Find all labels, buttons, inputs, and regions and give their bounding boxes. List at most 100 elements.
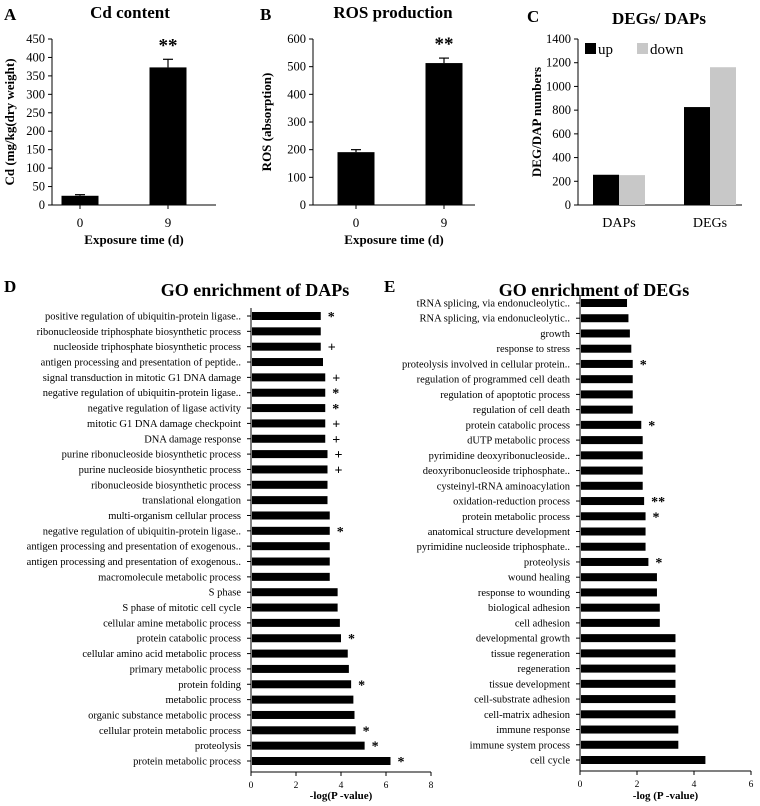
chart-a-y-tick-label: 150 — [26, 143, 45, 157]
chart-d-significance-mark: * — [358, 678, 365, 693]
chart-d-bar — [252, 710, 355, 719]
chart-d-title: GO enrichment of DAPs — [161, 280, 349, 300]
chart-e-bar — [581, 756, 706, 764]
chart-d-significance-mark: + — [332, 371, 340, 386]
chart-a-y-tick-label: 100 — [26, 161, 45, 175]
chart-c-bar-up — [593, 174, 619, 205]
chart-e-category-label: cysteinyl-tRNA aminoacylation — [437, 481, 571, 492]
chart-b-y-tick-label: 0 — [300, 198, 306, 212]
chart-d-category-label: positive regulation of ubiquitin-protein… — [45, 312, 241, 323]
chart-e-x-axis-label: -log (P -value) — [633, 790, 699, 802]
chart-c-y-tick-label: 1200 — [546, 56, 571, 70]
chart-e-bar — [581, 542, 646, 551]
chart-e-category-label: anatomical structure development — [428, 527, 570, 538]
chart-d-category-label: macromolecule metabolic process — [98, 572, 241, 583]
chart-e-bar — [581, 557, 649, 566]
chart-e-category-label: regeneration — [518, 664, 571, 675]
chart-d-significance-mark: + — [328, 341, 336, 356]
chart-c-legend-label-down: down — [650, 42, 684, 58]
chart-d-category-label: protein metabolic process — [133, 757, 241, 768]
chart-b-y-tick-label: 100 — [287, 170, 306, 184]
chart-c-legend-label-up: up — [598, 42, 613, 58]
chart-e-category-label: tRNA splicing, via endonucleolytic.. — [417, 299, 570, 310]
chart-e-category-label: pyrimidine deoxyribonucleoside.. — [429, 451, 570, 462]
chart-e-bar — [581, 634, 676, 643]
chart-e-category-label: pyrimidine nucleoside triphosphate.. — [417, 542, 570, 553]
chart-c-y-tick-label: 800 — [552, 103, 571, 117]
chart-d-significance-mark: * — [372, 740, 379, 755]
chart-e-bar — [581, 695, 676, 704]
chart-d-category-label: cellular protein metabolic process — [99, 726, 241, 737]
chart-e-category-label: response to wounding — [478, 588, 571, 599]
chart-e-bar — [581, 603, 660, 612]
chart-d-x-tick-label: 0 — [249, 781, 254, 791]
chart-a-y-tick-label: 0 — [39, 198, 45, 212]
chart-e-bar — [581, 436, 643, 445]
chart-e-category-label: proteolysis involved in cellular protein… — [402, 359, 570, 370]
chart-d-category-label: antigen processing and presentation of p… — [41, 358, 241, 369]
chart-d-significance-mark: * — [398, 755, 405, 770]
chart-c-x-tick-label: DAPs — [602, 216, 635, 231]
chart-e-bar — [581, 588, 657, 597]
chart-b-bar — [337, 152, 375, 205]
chart-d-category-label: metabolic process — [165, 695, 241, 706]
chart-e-category-label: oxidation-reduction process — [453, 497, 570, 508]
chart-e-category-label: developmental growth — [476, 634, 571, 645]
chart-d-significance-mark: * — [348, 632, 355, 647]
chart-b-y-tick-label: 200 — [287, 143, 306, 157]
panel-letter-a: A — [4, 5, 17, 24]
chart-d-bar — [252, 327, 321, 336]
chart-d-significance-mark: * — [363, 724, 370, 739]
chart-d-bar — [252, 526, 330, 535]
chart-d-bar — [252, 342, 321, 351]
chart-b-y-tick-label: 300 — [287, 115, 306, 129]
chart-e-category-label: regulation of cell death — [473, 405, 571, 416]
chart-d-x-tick-label: 6 — [384, 781, 389, 791]
chart-d-significance-mark: * — [332, 402, 339, 417]
chart-b-bar — [425, 63, 463, 205]
chart-e-bar — [581, 740, 679, 749]
chart-d-significance-mark: * — [337, 525, 344, 540]
chart-d-bar — [252, 649, 348, 658]
chart-d-category-label: ribonucleoside biosynthetic process — [91, 480, 241, 491]
chart-d-bar — [252, 419, 326, 428]
chart-d-category-label: S phase — [209, 588, 242, 599]
chart-e-title: GO enrichment of DEGs — [499, 280, 690, 300]
chart-c-x-tick-label: DEGs — [693, 216, 727, 231]
chart-d-category-label: primary metabolic process — [130, 664, 241, 675]
chart-e-bar — [581, 512, 646, 521]
chart-d-significance-mark: + — [332, 417, 340, 432]
chart-d-category-label: antigen processing and presentation of e… — [27, 542, 241, 553]
chart-e-x-tick-label: 0 — [578, 780, 583, 790]
chart-e-bar — [581, 527, 646, 536]
chart-d-bar — [252, 618, 340, 627]
panel-letter-c: C — [527, 7, 539, 26]
chart-b-title: ROS production — [333, 3, 453, 22]
chart-e-category-label: wound healing — [508, 573, 571, 584]
chart-a-title: Cd content — [90, 3, 170, 22]
chart-d-bar — [252, 634, 341, 643]
chart-b-significance-mark: ** — [435, 34, 454, 55]
chart-c-y-tick-label: 1400 — [546, 32, 571, 46]
chart-e-category-label: protein metabolic process — [462, 512, 570, 523]
chart-e-bar — [581, 679, 676, 688]
chart-d-significance-mark: + — [335, 463, 343, 478]
chart-e-x-tick-label: 6 — [749, 780, 754, 790]
chart-e-bar — [581, 664, 676, 673]
chart-d-category-label: mitotic G1 DNA damage checkpoint — [87, 419, 241, 430]
chart-d-category-label: translational elongation — [142, 496, 242, 507]
chart-d-bar — [252, 726, 356, 735]
chart-d-category-label: protein folding — [178, 680, 241, 691]
chart-d-category-label: proteolysis — [195, 741, 241, 752]
panel-letter-d: D — [4, 277, 16, 296]
chart-a-bar — [149, 67, 187, 205]
chart-e-category-label: regulation of apoptotic process — [440, 390, 570, 401]
chart-e-category-label: growth — [540, 329, 570, 340]
chart-d-bar — [252, 404, 326, 413]
chart-d-bar — [252, 450, 328, 459]
chart-e-bar — [581, 359, 633, 368]
chart-d-bar — [252, 542, 330, 551]
chart-e-significance-mark: * — [648, 419, 655, 434]
chart-d-bar — [252, 603, 338, 612]
chart-e-category-label: immune response — [496, 725, 570, 736]
